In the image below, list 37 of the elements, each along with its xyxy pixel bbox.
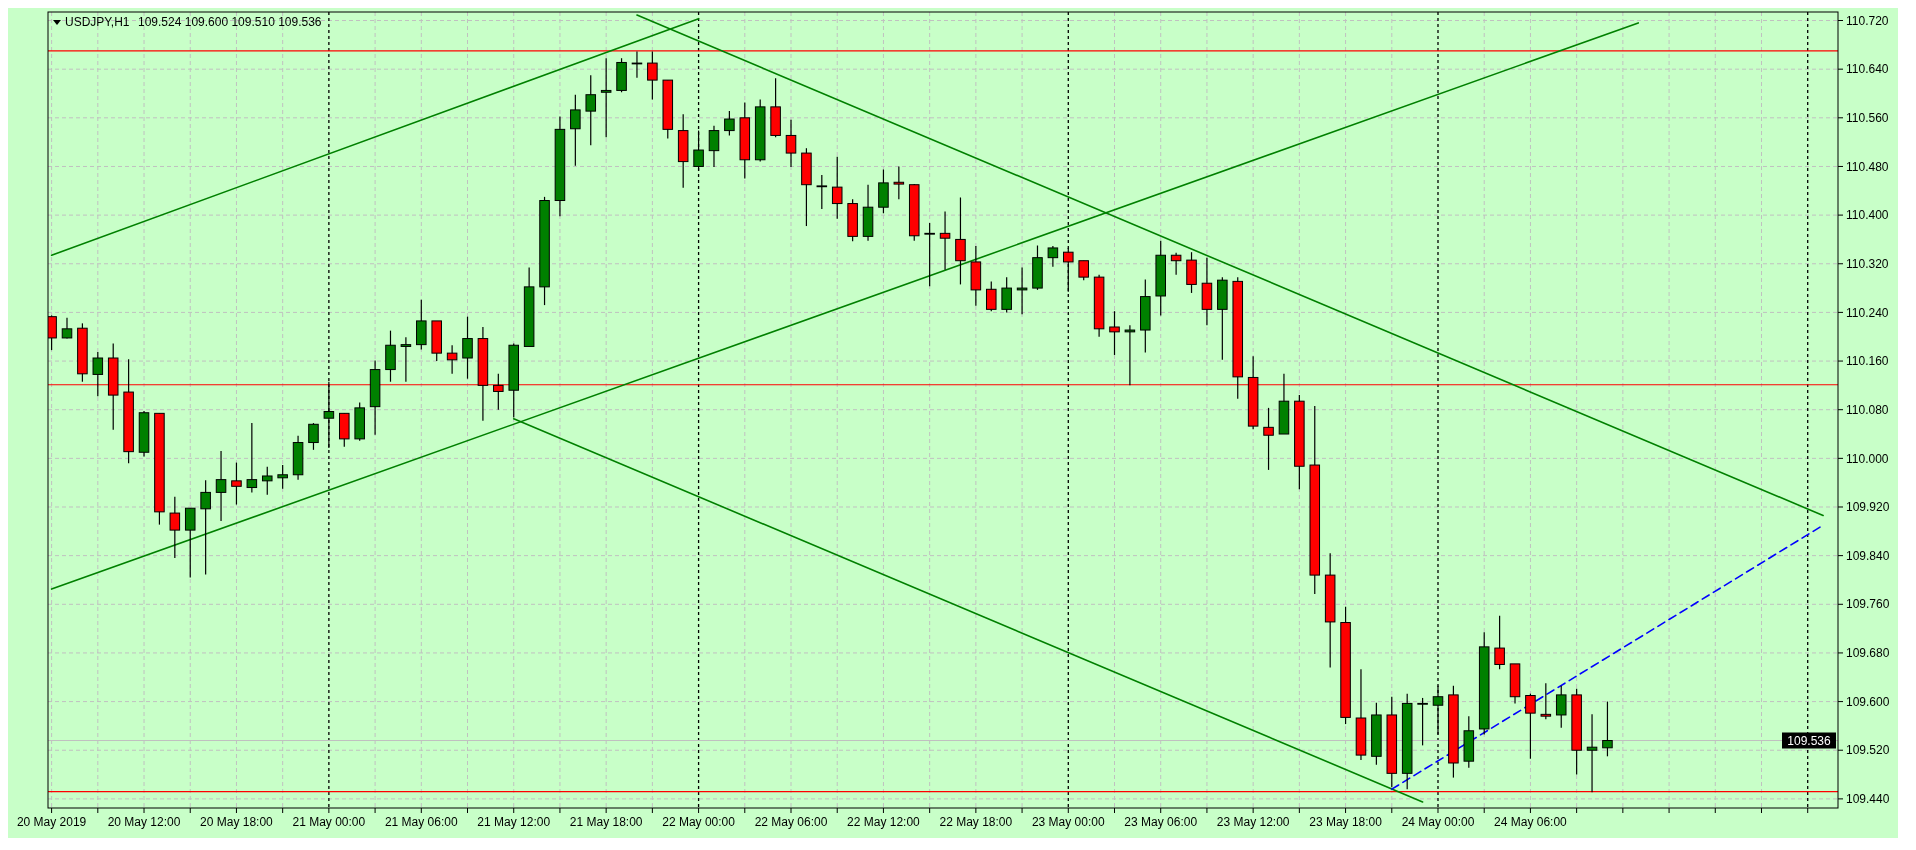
x-tick-label: 21 May 12:00	[477, 815, 551, 829]
x-tick-label: 21 May 06:00	[384, 815, 458, 829]
chart-subtitle: 109.524 109.600 109.510 109.536	[138, 15, 322, 29]
y-tick-label: 110.720	[1846, 13, 1889, 28]
y-tick-label: 110.160	[1846, 354, 1889, 369]
x-tick-label: 20 May 2019	[16, 815, 87, 829]
y-tick-label: 110.640	[1846, 62, 1889, 77]
chart-title: USDJPY,H1	[65, 15, 130, 29]
y-tick-label: 110.080	[1846, 402, 1889, 417]
x-tick-label: 24 May 00:00	[1401, 815, 1475, 829]
x-tick-label: 23 May 18:00	[1309, 815, 1383, 829]
y-tick-label: 110.560	[1846, 111, 1889, 126]
x-tick-label: 22 May 12:00	[847, 815, 921, 829]
x-tick-label: 20 May 12:00	[107, 815, 181, 829]
x-tick-label: 22 May 18:00	[939, 815, 1013, 829]
y-tick-label: 109.600	[1846, 694, 1890, 709]
x-tick-label: 22 May 00:00	[662, 815, 736, 829]
x-tick-label: 21 May 00:00	[292, 815, 366, 829]
x-tick-label: 23 May 00:00	[1031, 815, 1105, 829]
x-tick-label: 21 May 18:00	[569, 815, 643, 829]
y-tick-label: 110.480	[1846, 159, 1889, 174]
y-tick-label: 109.520	[1846, 743, 1890, 758]
y-tick-label: 109.760	[1846, 597, 1890, 612]
y-tick-label: 110.240	[1846, 305, 1889, 320]
y-tick-label: 109.920	[1846, 500, 1890, 515]
x-tick-label: 24 May 06:00	[1494, 815, 1568, 829]
ref-line-label: 109.536	[1787, 733, 1832, 748]
x-tick-label: 23 May 12:00	[1216, 815, 1290, 829]
y-tick-label: 109.840	[1846, 548, 1890, 563]
y-tick-label: 110.320	[1846, 256, 1889, 271]
y-tick-label: 110.400	[1846, 208, 1889, 223]
x-tick-label: 20 May 18:00	[200, 815, 274, 829]
y-tick-label: 110.000	[1846, 451, 1889, 466]
x-tick-label: 22 May 06:00	[754, 815, 828, 829]
x-tick-label: 23 May 06:00	[1124, 815, 1198, 829]
y-tick-label: 109.440	[1846, 792, 1890, 807]
y-tick-label: 109.680	[1846, 646, 1890, 661]
